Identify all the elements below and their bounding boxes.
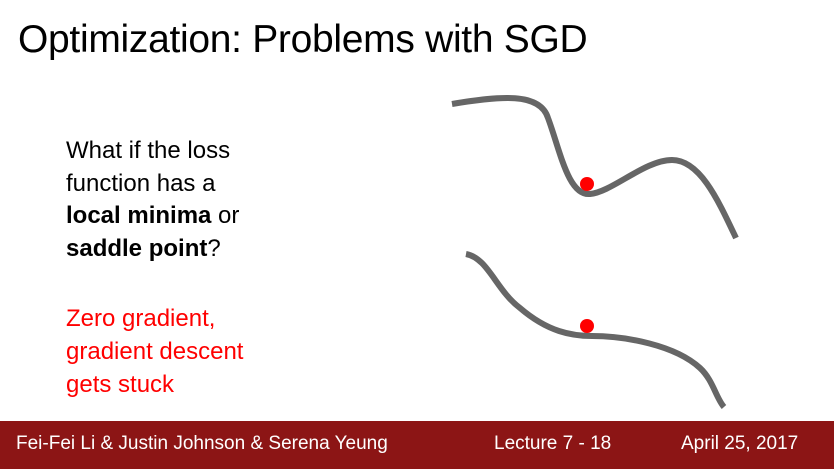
footer-authors: Fei-Fei Li & Justin Johnson & Serena Yeu… (16, 433, 388, 454)
saddle-point-point (580, 319, 594, 333)
local-minima-curve (451, 95, 739, 240)
local-minima-term: local minima (66, 202, 212, 229)
question-line-2: function has a (66, 169, 216, 197)
footer-bar: Fei-Fei Li & Justin Johnson & Serena Yeu… (0, 421, 834, 469)
answer-text: Zero gradient, gradient descent gets stu… (66, 302, 243, 401)
question-line-1: What if the loss (66, 137, 231, 164)
answer-line-2: gradient descent (66, 338, 244, 365)
saddle-point-term: saddle point (66, 234, 208, 262)
answer-line-1: Zero gradient, (66, 305, 216, 332)
answer-line-3: gets stuck (66, 371, 175, 398)
loss-curves-figure (451, 95, 739, 409)
footer-lecture: Lecture 7 - 18 (494, 433, 612, 454)
question-line-4: saddle point? (66, 233, 239, 266)
question-line-3: local minima or (66, 200, 239, 233)
footer-date: April 25, 2017 (681, 433, 799, 454)
question-line-3-rest: or (211, 202, 240, 229)
saddle-point-curve (465, 251, 727, 409)
question-line-4-rest: ? (207, 234, 221, 262)
local-minima-point (580, 177, 594, 191)
slide-title: Optimization: Problems with SGD (18, 18, 588, 61)
question-text: What if the loss function has a local mi… (66, 135, 239, 265)
